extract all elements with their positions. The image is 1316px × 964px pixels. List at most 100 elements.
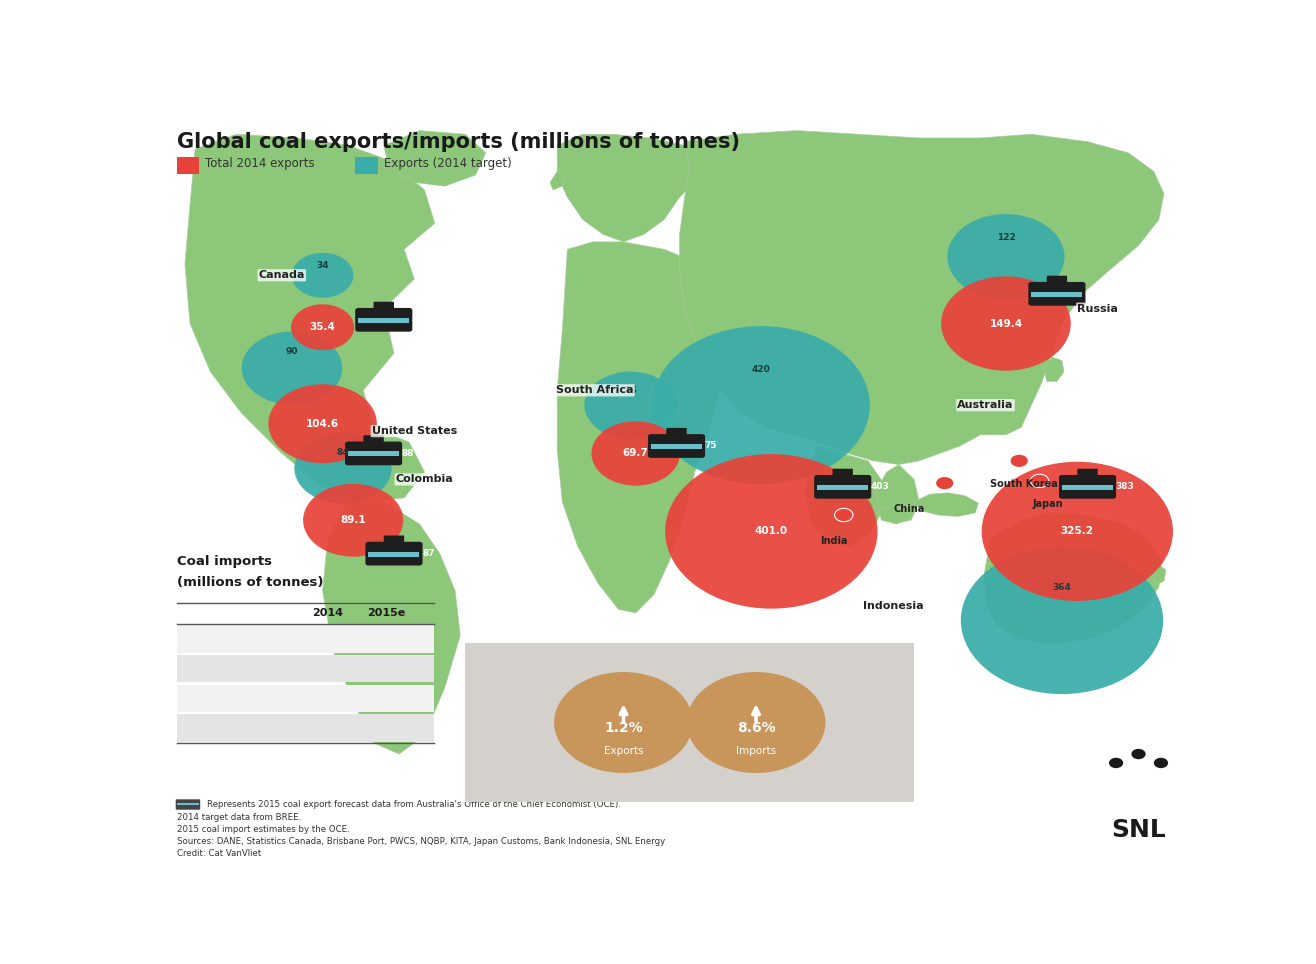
Circle shape (584, 371, 676, 439)
Polygon shape (1154, 565, 1166, 585)
FancyBboxPatch shape (355, 157, 378, 174)
Text: South Korea: South Korea (180, 723, 249, 733)
Text: 88: 88 (401, 449, 415, 458)
Text: Credit: Cat VanVliet: Credit: Cat VanVliet (176, 849, 261, 858)
FancyBboxPatch shape (466, 643, 915, 802)
Text: 2014: 2014 (312, 608, 343, 618)
Text: Imports: Imports (736, 746, 776, 756)
Text: 118: 118 (1084, 289, 1104, 298)
Text: 295: 295 (375, 634, 396, 644)
Text: 84: 84 (337, 448, 349, 457)
Polygon shape (557, 134, 700, 242)
Text: (millions of tonnes): (millions of tonnes) (176, 576, 324, 588)
Text: India: India (820, 536, 848, 546)
Circle shape (1109, 758, 1123, 768)
FancyBboxPatch shape (176, 799, 200, 810)
Circle shape (1030, 474, 1049, 488)
Bar (817, 485, 869, 490)
Text: Projected
rise in
2015 coal
exports
over 2014.: Projected rise in 2015 coal exports over… (474, 689, 534, 756)
Circle shape (687, 672, 825, 773)
Text: 1.2%: 1.2% (604, 721, 642, 736)
FancyBboxPatch shape (833, 469, 853, 482)
Text: 364: 364 (1053, 583, 1071, 592)
Text: 149.4: 149.4 (990, 318, 1023, 329)
Bar (347, 451, 399, 456)
Text: 188.5: 188.5 (312, 693, 343, 704)
Text: 383: 383 (1116, 482, 1134, 492)
FancyBboxPatch shape (345, 442, 403, 466)
Circle shape (834, 508, 853, 522)
Circle shape (941, 277, 1071, 371)
FancyBboxPatch shape (374, 302, 393, 315)
Circle shape (303, 484, 403, 556)
FancyBboxPatch shape (176, 626, 434, 653)
Polygon shape (915, 493, 978, 517)
Text: 403: 403 (871, 482, 890, 492)
Text: 401.0: 401.0 (755, 526, 788, 536)
Text: 90: 90 (286, 347, 299, 356)
Circle shape (1154, 758, 1169, 768)
Text: Represents 2015 coal export forecast data from Australia's Office of the Chief E: Represents 2015 coal export forecast dat… (208, 800, 621, 809)
Text: 76: 76 (624, 386, 637, 394)
Polygon shape (879, 505, 909, 524)
Text: Exports (2014 target): Exports (2014 target) (384, 157, 512, 171)
Polygon shape (1044, 357, 1065, 382)
Text: SNL: SNL (1111, 817, 1166, 842)
Text: 87: 87 (422, 549, 434, 558)
Text: Australia: Australia (957, 400, 1013, 410)
Bar (368, 551, 420, 556)
Text: China: China (894, 504, 925, 514)
Text: Japan: Japan (180, 693, 212, 704)
FancyBboxPatch shape (1046, 276, 1067, 289)
Circle shape (591, 421, 680, 486)
Text: 34: 34 (316, 260, 329, 270)
Text: 131: 131 (375, 723, 396, 733)
Text: Total 2014 exports: Total 2014 exports (205, 157, 315, 171)
FancyBboxPatch shape (1078, 469, 1098, 482)
Text: United States: United States (371, 426, 457, 436)
Circle shape (295, 433, 392, 503)
Circle shape (554, 672, 692, 773)
Text: Colombia: Colombia (396, 474, 454, 484)
Text: 69.7: 69.7 (622, 448, 649, 459)
Text: 420: 420 (751, 365, 770, 374)
FancyBboxPatch shape (384, 536, 404, 549)
Text: 194: 194 (375, 663, 396, 674)
Text: 2014 target data from BREE.: 2014 target data from BREE. (176, 814, 301, 822)
Text: 122: 122 (996, 233, 1015, 242)
FancyBboxPatch shape (355, 308, 412, 332)
Text: Exports: Exports (604, 746, 644, 756)
FancyBboxPatch shape (666, 428, 687, 441)
Polygon shape (679, 130, 1163, 465)
Text: 75: 75 (704, 442, 717, 450)
Text: Sources: DANE, Statistics Canada, Brisbane Port, PWCS, NQBP, KITA, Japan Customs: Sources: DANE, Statistics Canada, Brisba… (176, 837, 665, 846)
Text: 197: 197 (375, 693, 396, 704)
Text: 89.1: 89.1 (341, 515, 366, 525)
Circle shape (268, 385, 376, 464)
Circle shape (961, 547, 1163, 694)
Bar (358, 318, 409, 323)
Text: 34: 34 (412, 315, 425, 324)
Bar (176, 803, 199, 805)
Circle shape (291, 305, 354, 350)
Circle shape (982, 462, 1173, 601)
Text: Global coal exports/imports (millions of tonnes): Global coal exports/imports (millions of… (176, 132, 740, 152)
Text: 325.2: 325.2 (1061, 526, 1094, 536)
Text: China: China (180, 634, 213, 644)
FancyBboxPatch shape (1028, 281, 1086, 306)
Text: 35.4: 35.4 (309, 322, 336, 333)
FancyBboxPatch shape (815, 475, 871, 498)
Bar (651, 444, 701, 449)
Text: South Korea: South Korea (991, 479, 1058, 490)
Bar (1032, 292, 1082, 297)
FancyBboxPatch shape (363, 436, 384, 448)
Circle shape (242, 332, 342, 405)
Polygon shape (876, 465, 920, 524)
Text: 104.6: 104.6 (307, 418, 340, 429)
Text: Projected
growth in
2015 coal
imports
over 2014.: Projected growth in 2015 coal imports ov… (846, 689, 905, 756)
FancyBboxPatch shape (176, 684, 434, 712)
FancyBboxPatch shape (366, 542, 422, 566)
Text: 119.7: 119.7 (312, 723, 343, 733)
Text: Indonesia: Indonesia (863, 601, 924, 610)
Text: 2015e: 2015e (367, 608, 405, 618)
